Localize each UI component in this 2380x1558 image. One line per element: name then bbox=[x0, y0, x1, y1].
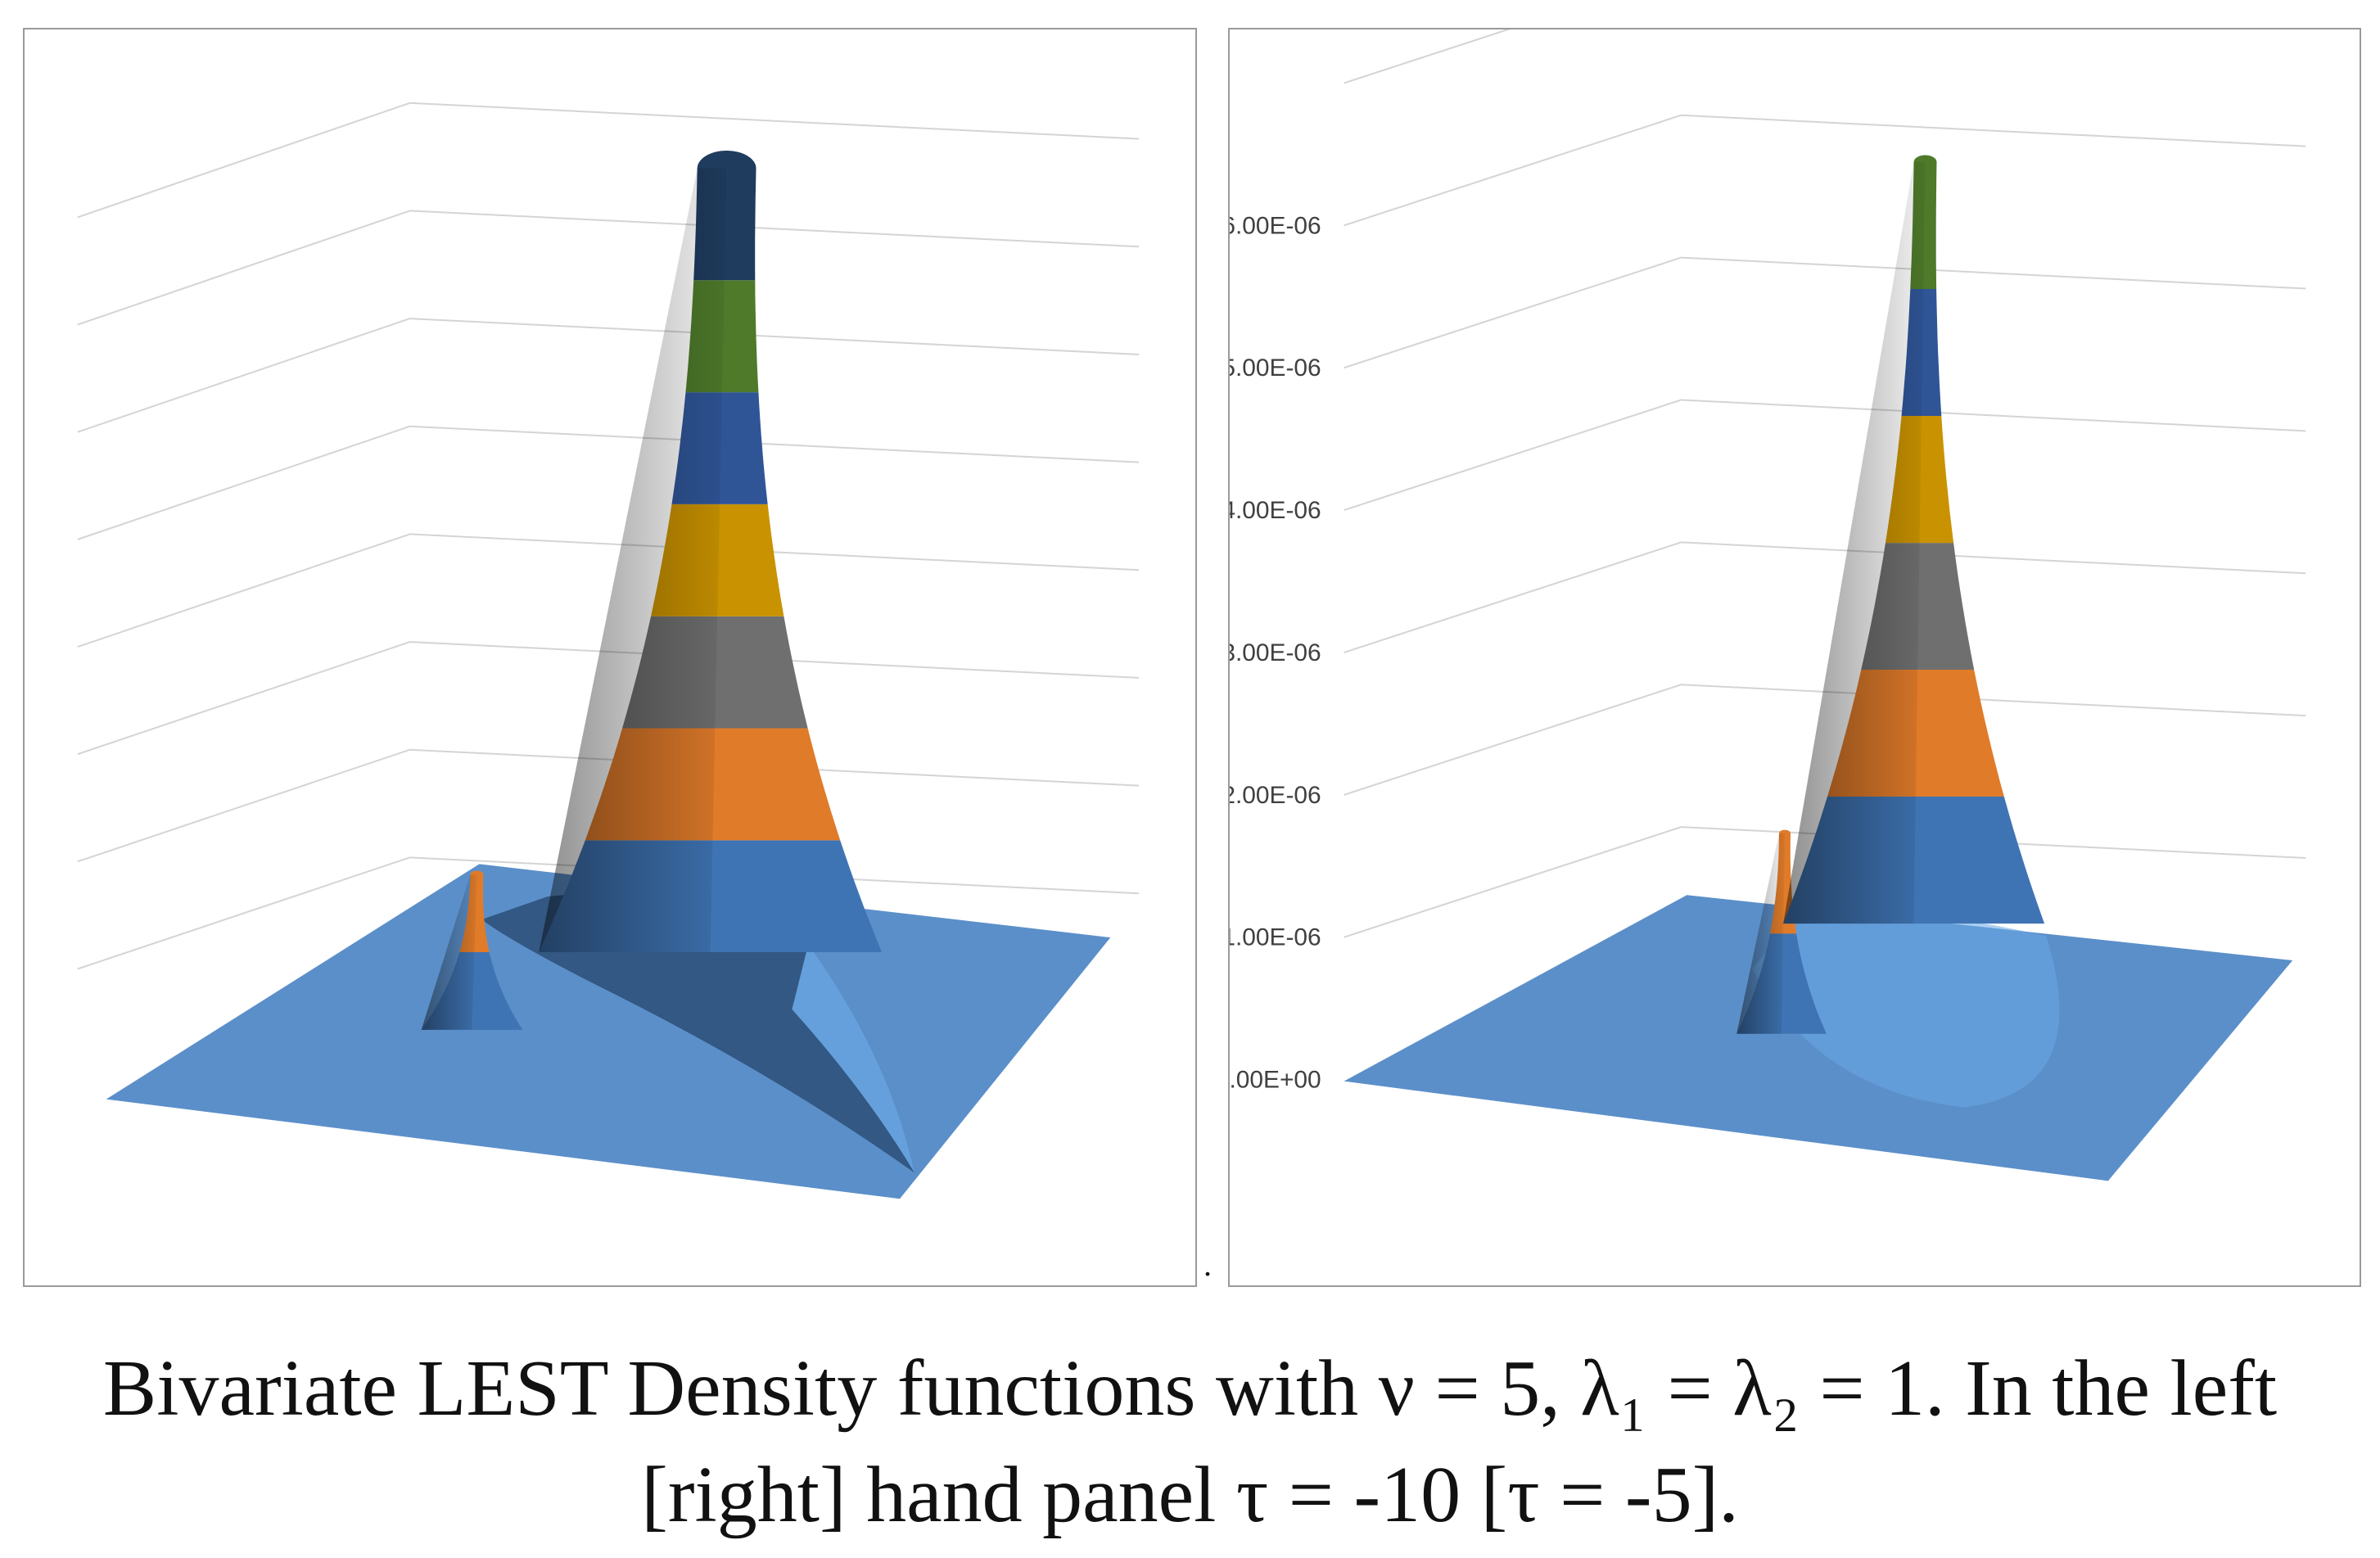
right-gridlines bbox=[1344, 29, 2306, 938]
right-chart-panel: 0.00E+00 1.00E-06 2.00E-06 3.00E-06 4.00E-06… bbox=[1228, 28, 2361, 1287]
right-z-tick-label: 2.00E-06 bbox=[1230, 782, 1321, 809]
right-z-axis-ticks: 0.00E+00 1.00E-06 2.00E-06 3.00E-06 4.00E-06… bbox=[1230, 212, 1321, 1093]
left-gridline-back bbox=[409, 102, 1140, 140]
left-gridline-back bbox=[409, 210, 1140, 248]
panel-separator: . bbox=[1204, 1246, 1212, 1283]
right-gridline-back bbox=[1681, 114, 2306, 147]
left-surface-chart bbox=[77, 102, 1140, 1199]
left-chart-panel bbox=[23, 28, 1197, 1287]
right-gridline-back bbox=[1681, 684, 2306, 717]
right-surface-chart: 0.00E+00 1.00E-06 2.00E-06 3.00E-06 4.00E-06… bbox=[1230, 29, 2306, 1181]
right-gridline-back bbox=[1681, 541, 2306, 575]
left-gridline-side bbox=[77, 641, 411, 756]
right-z-tick-label: 3.00E-06 bbox=[1230, 639, 1321, 666]
right-gridline-side bbox=[1344, 684, 1682, 796]
right-gridline-side bbox=[1344, 826, 1682, 938]
left-secondary-peak bbox=[421, 870, 523, 1030]
right-gridline-side bbox=[1344, 29, 1511, 84]
left-gridline-side bbox=[77, 533, 411, 648]
caption-line-1: Bivariate LEST Density functions with ν … bbox=[102, 1344, 2278, 1433]
left-secondary-shade bbox=[421, 874, 477, 1030]
right-bumps bbox=[1752, 910, 2060, 1108]
right-main-shade bbox=[1783, 161, 1926, 924]
right-z-tick-label: 5.00E-06 bbox=[1230, 355, 1321, 382]
left-gridline-side bbox=[77, 856, 411, 970]
right-gridline-side bbox=[1344, 541, 1682, 653]
left-gridline-back bbox=[409, 425, 1140, 463]
left-gridline-side bbox=[77, 748, 411, 863]
left-main-shade bbox=[539, 168, 727, 953]
left-main-peak bbox=[539, 151, 883, 953]
right-secondary-shade bbox=[1736, 833, 1786, 1034]
right-gridline-side bbox=[1344, 256, 1682, 369]
left-gridline-back bbox=[409, 318, 1140, 355]
right-gridline-back bbox=[1681, 256, 2306, 290]
left-gridline-side bbox=[77, 210, 411, 326]
right-z-tick-label: 6.00E-06 bbox=[1230, 212, 1321, 239]
left-ridge-highlight bbox=[792, 944, 915, 1173]
right-gridline-side bbox=[1344, 399, 1682, 512]
left-gridline-side bbox=[77, 102, 411, 219]
left-gridline-side bbox=[77, 425, 411, 540]
right-z-tick-label: 4.00E-06 bbox=[1230, 497, 1321, 524]
right-gridline-side bbox=[1344, 114, 1682, 227]
right-z-tick-label: 0.00E+00 bbox=[1230, 1067, 1321, 1094]
right-z-tick-label: 1.00E-06 bbox=[1230, 924, 1321, 951]
left-gridline-side bbox=[77, 318, 411, 433]
right-main-peak bbox=[1783, 155, 2045, 924]
right-gridline-back bbox=[1681, 399, 2306, 432]
left-gridline-back bbox=[409, 533, 1140, 571]
caption-line-2: [right] hand panel τ = -10 [τ = -5]. bbox=[641, 1451, 1739, 1539]
